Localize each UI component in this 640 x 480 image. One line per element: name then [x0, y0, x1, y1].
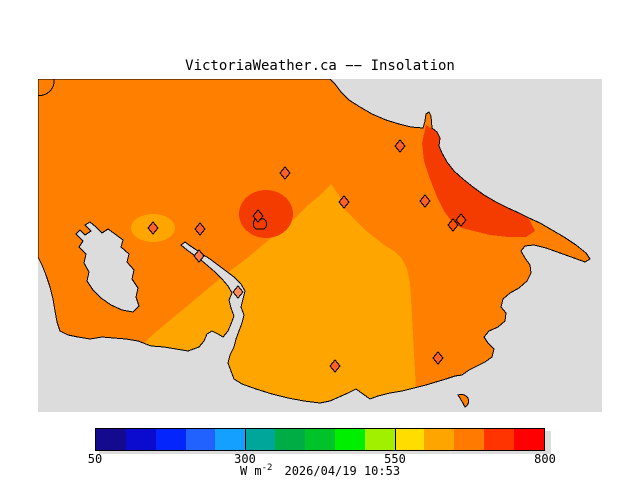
colorbar-segment	[484, 429, 515, 450]
station-marker-diamond	[447, 218, 459, 232]
station-marker-diamond	[419, 194, 431, 208]
station-marker-diamond	[147, 221, 159, 235]
colorbar	[95, 428, 545, 451]
colorbar-tick-label: 800	[534, 452, 556, 466]
colorbar-tick	[245, 429, 247, 450]
units-exponent: -2	[261, 463, 273, 473]
timestamp: 2026/04/19 10:53	[284, 464, 401, 478]
colorbar-tick-label: 550	[384, 452, 406, 466]
colorbar-tick-label: 300	[234, 452, 256, 466]
colorbar-segment	[424, 429, 455, 450]
colorbar-segment	[125, 429, 156, 450]
station-marker-diamond	[252, 209, 264, 223]
station-markers	[147, 139, 467, 373]
colorbar-tick-label: 50	[87, 452, 103, 466]
page-title: VictoriaWeather.ca −− Insolation	[185, 58, 455, 74]
colorbar-segment	[185, 429, 216, 450]
colorbar-segment	[454, 429, 485, 450]
station-marker-diamond	[455, 213, 467, 227]
coastline	[38, 79, 591, 404]
colorbar-segment	[215, 429, 246, 450]
station-marker-diamond	[432, 351, 444, 365]
contour-hotspot-center	[239, 190, 293, 238]
colorbar-segment	[155, 429, 186, 450]
colorbar-segment	[334, 429, 365, 450]
colorbar-segment	[394, 429, 425, 450]
station-marker-diamond	[338, 195, 350, 209]
station-marker-diamond	[232, 285, 244, 299]
station-marker-diamond	[394, 139, 406, 153]
station-marker-diamond	[279, 166, 291, 180]
colorbar-segment	[245, 429, 276, 450]
station-marker-diamond	[194, 222, 206, 236]
colorbar-segment	[364, 429, 395, 450]
units-label: W m	[239, 464, 262, 478]
colorbar-segment	[275, 429, 306, 450]
colorbar-segment	[96, 429, 126, 450]
station-marker-diamond	[193, 249, 205, 263]
station-marker-diamond	[329, 359, 341, 373]
units-and-timestamp: W m-2 2026/04/19 10:53	[95, 463, 545, 478]
colorbar-segment	[514, 429, 544, 450]
map-canvas	[38, 79, 602, 412]
colorbar-labels: 50 300 550 800	[88, 452, 556, 466]
colorbar-tick	[394, 429, 396, 450]
insolation-map	[38, 79, 602, 412]
small-island	[457, 393, 470, 408]
colorbar-segment	[305, 429, 335, 450]
island-arc	[38, 79, 55, 96]
harbour-inlet	[75, 221, 140, 313]
